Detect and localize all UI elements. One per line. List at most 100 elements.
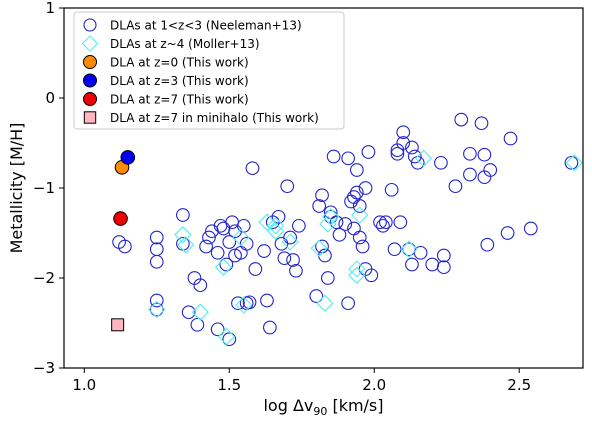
data-point [174, 226, 192, 244]
data-point [176, 208, 190, 222]
data-point [258, 213, 276, 231]
data-point [222, 235, 237, 249]
data-point [348, 266, 366, 284]
data-point [149, 302, 164, 317]
data-point [448, 179, 463, 194]
data-point [312, 199, 327, 213]
data-point [341, 296, 355, 311]
axis-ticks: 1.0 1.5 2.0 2.5 −3 −2 −1 0 1 [33, 0, 531, 394]
data-point [149, 230, 164, 245]
data-point [232, 228, 250, 247]
data-point [326, 149, 341, 164]
legend-marker [83, 55, 97, 69]
data-point [352, 199, 367, 213]
x-tick-label: 1.5 [217, 376, 241, 394]
legend-item: DLA at z=7 in minihalo (This work) [83, 111, 319, 125]
x-tick-label: 2.0 [362, 376, 386, 394]
data-point [310, 239, 328, 257]
data-point [565, 154, 583, 172]
data-point [414, 149, 433, 167]
data-point [309, 289, 324, 303]
data-point [219, 257, 234, 272]
x-axis-label-unit: [km/s] [327, 396, 383, 415]
data-point [407, 149, 422, 164]
data-point [242, 295, 257, 310]
data-point [210, 245, 225, 260]
plot-layer [111, 112, 583, 347]
data-point [280, 179, 295, 194]
data-point [274, 236, 289, 251]
data-point [425, 257, 440, 272]
data-point [222, 332, 237, 347]
data-point [361, 145, 376, 159]
data-point [260, 293, 274, 308]
y-tick-label: 1 [45, 0, 55, 17]
data-point [248, 262, 263, 276]
data-point [402, 242, 416, 257]
data-point [111, 318, 125, 332]
data-point [405, 257, 419, 272]
data-point [149, 242, 164, 257]
data-point [477, 147, 492, 162]
x-axis-label-main: log Δv [263, 396, 313, 415]
data-point [283, 230, 298, 245]
data-point [405, 140, 419, 155]
legend: DLAs at 1<z<3 (Neeleman+13) DLAs at z~4 (… [73, 11, 345, 130]
data-point [434, 155, 448, 170]
data-point [235, 296, 253, 314]
data-point [396, 125, 411, 140]
data-point [113, 211, 128, 226]
legend-item: DLAs at 1<z<3 (Neeleman+13) [83, 18, 302, 33]
data-point [500, 226, 515, 240]
data-point [351, 206, 369, 224]
data-point [355, 239, 370, 254]
data-point [483, 163, 498, 177]
data-point [358, 181, 373, 195]
data-point [390, 146, 405, 161]
x-axis-label-subscript: 90 [313, 405, 327, 418]
data-point [387, 242, 402, 257]
data-point [348, 260, 366, 278]
data-point [289, 263, 303, 278]
x-tick-label: 2.5 [507, 376, 531, 394]
data-point [149, 293, 164, 308]
legend-marker [81, 35, 99, 52]
data-point [181, 305, 196, 320]
y-axis-label: Metallicity [M/H] [7, 123, 26, 254]
data-point [376, 218, 390, 233]
data-point [463, 167, 477, 182]
data-point [225, 215, 240, 230]
data-point [202, 230, 216, 245]
legend-marker [83, 18, 97, 32]
data-point [349, 185, 364, 200]
x-tick-label: 1.0 [72, 376, 96, 394]
data-point [322, 208, 340, 226]
data-point [463, 146, 477, 161]
data-point [210, 322, 225, 337]
legend-label: DLA at z=3 (This work) [110, 74, 249, 88]
legend-item: DLA at z=7 (This work) [83, 92, 249, 107]
data-point [320, 271, 335, 285]
legend-label: DLAs at 1<z<3 (Neeleman+13) [110, 19, 302, 33]
legend-item: DLA at z=0 (This work) [83, 55, 249, 70]
data-point [316, 294, 334, 312]
legend-marker [83, 111, 97, 124]
data-point [277, 251, 292, 266]
y-tick-label: −1 [33, 179, 55, 197]
data-point [149, 254, 164, 269]
legend-item: DLAs at z~4 (Moller+13) [81, 35, 260, 52]
data-point [373, 215, 387, 230]
data-point [281, 233, 299, 251]
y-tick-label: 0 [45, 89, 55, 107]
data-point [231, 296, 245, 311]
data-point [349, 163, 364, 177]
data-point [193, 278, 208, 293]
series-4 [120, 150, 136, 165]
series-1 [112, 112, 579, 347]
data-point [267, 222, 285, 240]
data-point [191, 303, 209, 321]
data-point [216, 221, 231, 236]
data-point [413, 245, 428, 260]
data-point [239, 236, 254, 251]
